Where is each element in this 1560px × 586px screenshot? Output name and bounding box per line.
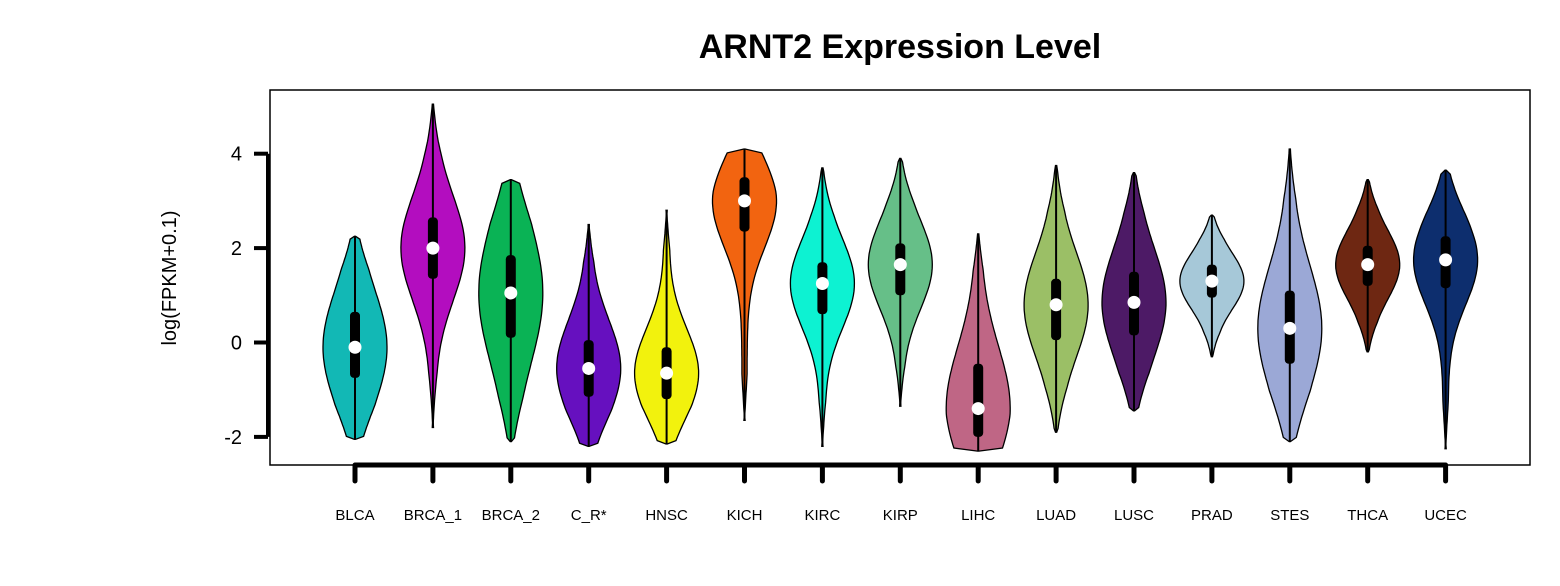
y-tick-label: 4 [231, 144, 242, 166]
x-tick-label: LIHC [961, 507, 995, 524]
violin-median-point [1283, 321, 1297, 335]
violin-median-point [738, 194, 751, 208]
violin-STES [1257, 148, 1323, 443]
x-tick-label: KIRP [883, 507, 918, 524]
violin-median-point [582, 361, 596, 375]
violin-median-point [1049, 298, 1063, 312]
x-tick-label: LUAD [1036, 507, 1076, 524]
x-tick-label: LUSC [1114, 507, 1154, 524]
violin-LUAD [1023, 164, 1089, 433]
y-axis-label: log(FPKM+0.1) [159, 210, 181, 345]
x-tick-label: UCEC [1424, 507, 1467, 524]
violin-median-point [971, 402, 985, 416]
violin-PRAD [1179, 214, 1245, 358]
x-tick-label: KICH [727, 507, 763, 524]
x-tick-label: BLCA [335, 507, 374, 524]
violin-median-point [660, 366, 674, 380]
violin-median-point [426, 241, 440, 255]
y-axis: -2 0 2 4 [224, 144, 270, 449]
violin-KIRP [867, 157, 933, 407]
violin-median-point [1127, 295, 1141, 309]
violin-UCEC [1412, 169, 1479, 450]
x-axis: BLCA BRCA_1 BRCA_2 C_R* HNSC KICH KIRC KIRP LIHC… [335, 462, 1467, 524]
violin-HNSC [633, 209, 700, 445]
violin-KICH [711, 148, 778, 422]
y-tick-label: -2 [224, 427, 242, 449]
violin-median-point [1205, 274, 1219, 288]
violin-LIHC [945, 233, 1011, 452]
y-tick-label: 2 [231, 238, 242, 260]
x-tick-label: HNSC [645, 507, 688, 524]
x-tick-label: BRCA_2 [482, 507, 540, 524]
x-tick-label: C_R* [571, 507, 607, 524]
y-tick-label: 0 [231, 333, 242, 355]
violin-median-point [348, 340, 362, 354]
x-tick-label: BRCA_1 [404, 507, 462, 524]
violin-median-point [893, 258, 907, 272]
violin-KIRC [789, 167, 856, 447]
violin-median-point [1361, 258, 1375, 272]
x-tick-label: KIRC [804, 507, 840, 524]
violin-LUSC [1101, 171, 1167, 412]
violin-THCA [1335, 179, 1401, 353]
chart-title: ARNT2 Expression Level [699, 28, 1101, 66]
violin-BRCA_1 [400, 103, 466, 429]
violin-BRCA_2 [478, 179, 544, 443]
violin-median-point [504, 286, 518, 300]
violins [322, 103, 1479, 452]
x-tick-label: PRAD [1191, 507, 1233, 524]
violin-iqr-box [973, 363, 984, 437]
violin-median-point [815, 277, 829, 290]
violin-C_R* [556, 223, 622, 447]
x-tick-label: STES [1270, 507, 1309, 524]
violin-median-point [1439, 253, 1453, 267]
violin-BLCA [322, 235, 388, 440]
x-tick-label: THCA [1347, 507, 1388, 524]
